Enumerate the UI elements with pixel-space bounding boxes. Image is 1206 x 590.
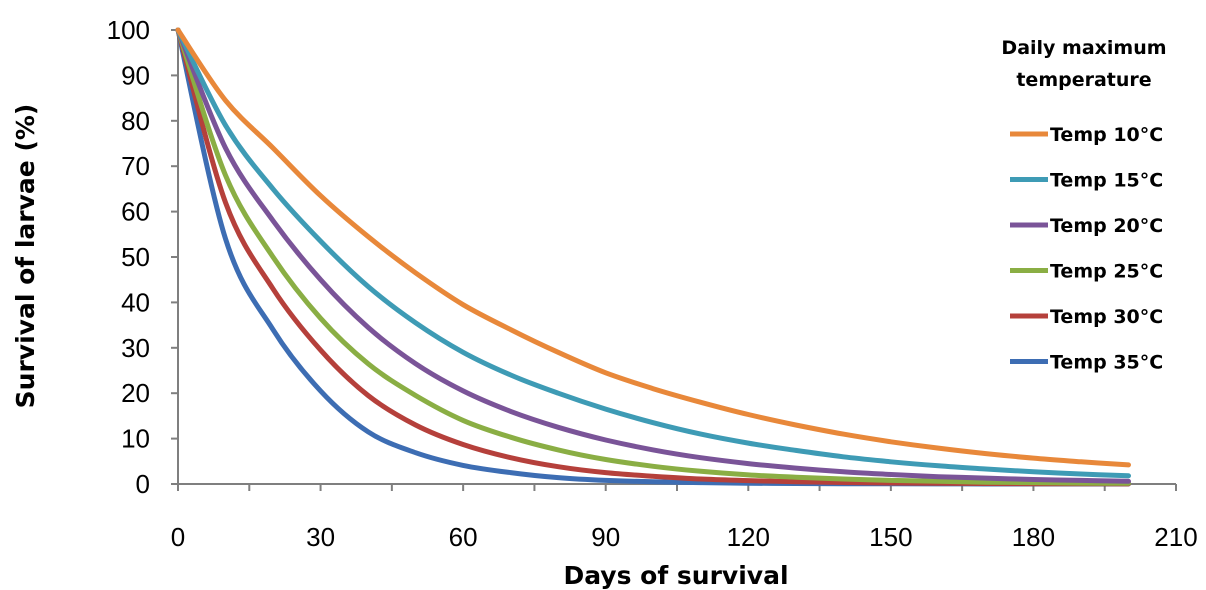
legend-title-line-2: temperature (1016, 69, 1151, 91)
legend-label-20: Temp 20°C (1050, 215, 1163, 237)
legend-title-line-1: Daily maximum (1001, 37, 1166, 59)
legend-items: Temp 10°C Temp 15°C Temp 20°C Temp 25°C Temp… (1010, 124, 1163, 374)
series-line-35 (175, 27, 1131, 487)
y-tick-label: 60 (121, 197, 150, 227)
series-line-15 (175, 27, 1131, 479)
legend: Daily maximum temperature Temp 10°CTemp … (1001, 37, 1166, 374)
y-ticks: 0 10 20 30 40 50 60 70 80 90 100 (107, 15, 178, 499)
y-tick-label: 80 (121, 106, 150, 136)
series-line-10 (175, 27, 1131, 468)
y-tick-label: 30 (121, 333, 150, 363)
y-tick-label: 90 (121, 60, 150, 90)
series-line-30 (175, 27, 1131, 487)
legend-label-15: Temp 15°C (1050, 170, 1163, 192)
x-ticks: 0 30 60 90 120 150 180 210 (171, 484, 1198, 552)
x-tick-label: 210 (1154, 522, 1197, 552)
legend-label-35: Temp 35°C (1050, 352, 1163, 374)
y-tick-label: 40 (121, 287, 150, 317)
y-tick-label: 20 (121, 378, 150, 408)
x-tick-label: 0 (171, 522, 185, 552)
x-tick-label: 90 (591, 522, 620, 552)
y-tick-label: 100 (107, 15, 150, 45)
x-tick-label: 150 (869, 522, 912, 552)
x-axis-title: Days of survival (563, 561, 788, 590)
x-tick-label: 120 (727, 522, 770, 552)
y-tick-label: 50 (121, 242, 150, 272)
x-tick-label: 60 (449, 522, 478, 552)
x-tick-label: 30 (306, 522, 335, 552)
axes (177, 30, 1176, 485)
legend-label-30: Temp 30°C (1050, 306, 1163, 328)
y-tick-label: 0 (136, 469, 150, 499)
x-tick-label: 180 (1012, 522, 1055, 552)
legend-label-10: Temp 10°C (1050, 124, 1163, 146)
series-line-25 (175, 27, 1131, 486)
series-line-20 (175, 27, 1131, 484)
legend-label-25: Temp 25°C (1050, 261, 1163, 283)
y-tick-label: 70 (121, 151, 150, 181)
y-tick-label: 10 (121, 424, 150, 454)
series-lines (175, 27, 1131, 487)
y-axis-title: Survival of larvae (%) (11, 104, 40, 409)
